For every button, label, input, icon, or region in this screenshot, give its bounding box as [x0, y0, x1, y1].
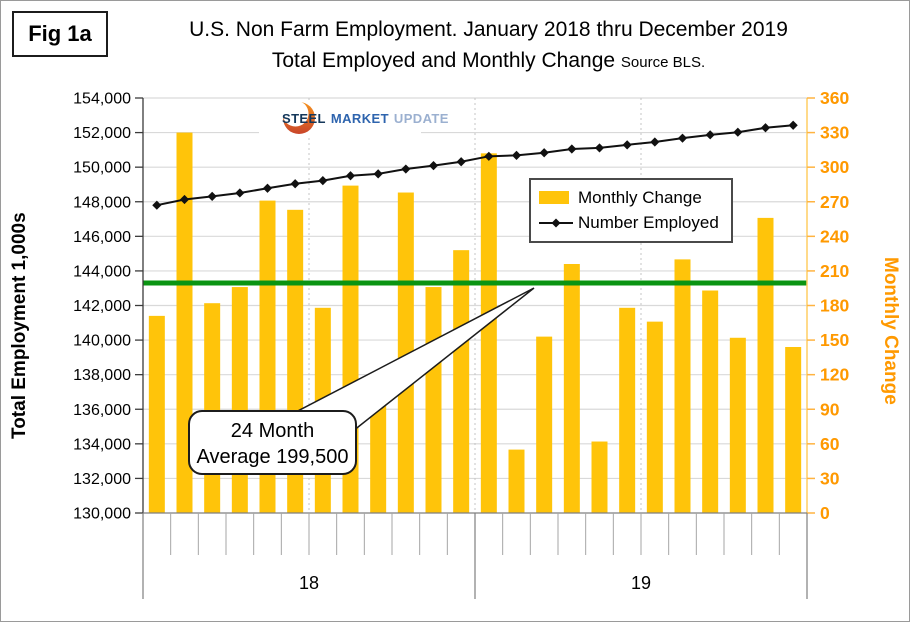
svg-text:330: 330 [820, 123, 849, 143]
svg-text:134,000: 134,000 [73, 436, 131, 453]
svg-text:30: 30 [820, 468, 840, 488]
svg-text:130,000: 130,000 [73, 506, 131, 523]
svg-text:152,000: 152,000 [73, 125, 131, 142]
svg-text:140,000: 140,000 [73, 333, 131, 350]
logo-word-update: UPDATE [393, 111, 449, 126]
legend-label-number-employed: Number Employed [578, 212, 719, 232]
legend: Monthly Change Number Employed [529, 178, 733, 243]
figure-label: Fig 1a [12, 11, 108, 57]
left-axis-title: Total Employment 1,000s [9, 212, 30, 440]
svg-text:18: 18 [299, 573, 319, 593]
chart-title-line1: U.S. Non Farm Employment. January 2018 t… [189, 18, 788, 41]
average-callout: 24 Month Average 199,500 [188, 410, 357, 475]
chart-title-line2: Total Employed and Monthly Change Source… [116, 45, 861, 78]
svg-text:138,000: 138,000 [73, 367, 131, 384]
legend-item-number-employed: Number Employed [539, 210, 723, 235]
svg-text:136,000: 136,000 [73, 402, 131, 419]
svg-text:148,000: 148,000 [73, 194, 131, 211]
svg-text:142,000: 142,000 [73, 298, 131, 315]
svg-text:0: 0 [820, 503, 830, 523]
right-axis-title: Monthly Change [880, 257, 901, 405]
steel-market-update-logo: STEEL MARKET UPDATE [259, 100, 448, 137]
legend-item-monthly-change: Monthly Change [539, 185, 723, 210]
svg-text:154,000: 154,000 [73, 91, 131, 108]
svg-text:60: 60 [820, 434, 840, 454]
number-employed-swatch-icon [539, 218, 573, 227]
svg-text:150: 150 [820, 330, 849, 350]
chart-source-text: Source BLS. [620, 54, 706, 71]
monthly-change-swatch-icon [539, 191, 569, 204]
svg-text:300: 300 [820, 157, 849, 177]
svg-text:150,000: 150,000 [73, 160, 131, 177]
callout-line2: Average 199,500 [196, 446, 349, 468]
logo-word-market: MARKET [330, 111, 389, 126]
svg-text:132,000: 132,000 [73, 471, 131, 488]
logo-word-steel: STEEL [282, 111, 326, 126]
svg-text:144,000: 144,000 [73, 263, 131, 280]
callout-line1: 24 Month [230, 420, 315, 442]
svg-text:120: 120 [820, 365, 849, 385]
logo-crescent-icon [282, 100, 315, 134]
svg-text:19: 19 [631, 573, 651, 593]
svg-text:210: 210 [820, 261, 849, 281]
svg-text:90: 90 [820, 399, 840, 419]
legend-label-monthly-change: Monthly Change [578, 187, 702, 207]
chart-subtitle-text: Total Employed and Monthly Change [271, 49, 616, 72]
svg-text:270: 270 [820, 192, 849, 212]
chart-title: U.S. Non Farm Employment. January 2018 t… [116, 14, 861, 78]
svg-text:360: 360 [820, 88, 849, 108]
svg-text:180: 180 [820, 296, 849, 316]
svg-text:146,000: 146,000 [73, 229, 131, 246]
svg-text:240: 240 [820, 226, 849, 246]
